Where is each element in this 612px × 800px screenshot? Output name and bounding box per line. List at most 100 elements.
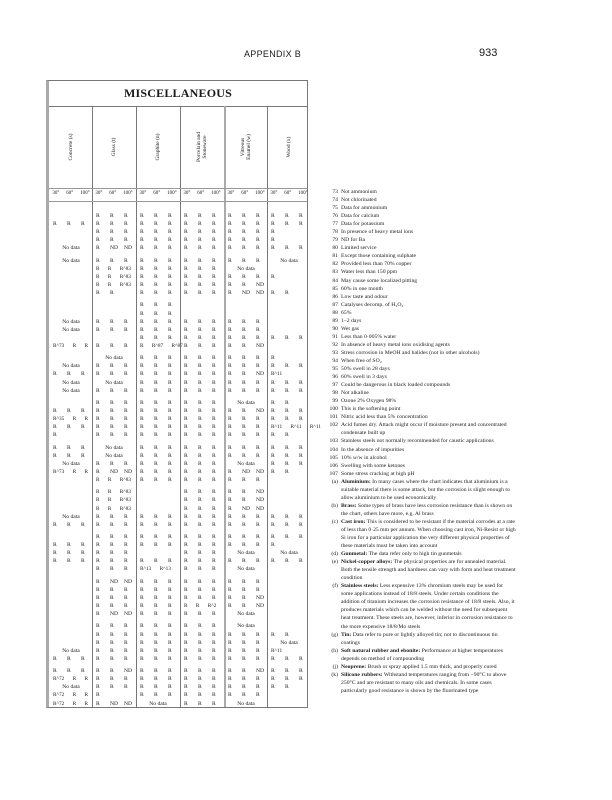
- rating-value: R: [96, 363, 100, 370]
- rating-value: R: [154, 460, 158, 467]
- footnote-number: 78: [332, 229, 338, 236]
- rating-value: R: [184, 355, 188, 362]
- rating-value: R: [285, 432, 289, 439]
- rating-value: R: [198, 424, 202, 431]
- rating-cell: [267, 505, 311, 513]
- rating-value: R: [168, 265, 172, 272]
- rating-cell: No data: [49, 460, 93, 468]
- rating-cell: R R R^83: [92, 505, 136, 513]
- footnote-number: 103: [329, 438, 338, 445]
- rating-value: R: [81, 371, 85, 378]
- rating-value: R: [285, 521, 289, 528]
- rating-value: R: [53, 542, 57, 549]
- rating-value: R: [228, 318, 232, 325]
- rating-value: R: [140, 586, 144, 593]
- rating-value: R: [124, 603, 128, 609]
- footnote-text: Less than 0·005% water: [341, 333, 397, 340]
- rating-value: R: [228, 355, 232, 362]
- rating-value: R: [96, 623, 100, 630]
- rating-value: R: [53, 371, 57, 378]
- rating-value: R: [81, 221, 85, 228]
- rating-value: R: [124, 566, 128, 573]
- rating-value: R: [96, 594, 100, 601]
- rating-value: R: [242, 489, 246, 496]
- rating-value: R: [228, 594, 232, 601]
- no-data-label: No data: [62, 387, 80, 394]
- rating-value: R: [184, 265, 188, 272]
- table-row: R R R^83 R R R R R R R R ND: [49, 281, 311, 289]
- rating-value: R: [110, 684, 114, 691]
- footnote-text: Wet gas: [341, 325, 360, 332]
- rating-value: R: [271, 513, 275, 520]
- rating-value: R: [228, 639, 232, 646]
- rating-value: ND: [256, 371, 265, 378]
- rating-value: R: [285, 334, 289, 341]
- rating-value: R: [53, 668, 57, 675]
- rating-value: R: [212, 408, 216, 414]
- rating-value: R: [154, 432, 158, 439]
- rating-value: R: [67, 521, 71, 528]
- rating-cell: [49, 289, 93, 297]
- rating-value: R: [256, 326, 260, 333]
- footnote-number: (e): [331, 559, 338, 566]
- rating-value: R: [285, 290, 289, 297]
- rating-value: R: [96, 318, 100, 325]
- rating-value: R: [256, 213, 260, 219]
- footnote: 73 Not ammonium: [326, 188, 516, 196]
- rating-value: R: [168, 355, 172, 362]
- rating-value: R: [271, 387, 275, 394]
- rating-value: R: [242, 355, 246, 362]
- rating-value: R: [242, 676, 246, 683]
- rating-value: R: [299, 668, 303, 675]
- footnote-number: (g): [331, 631, 338, 638]
- rating-value: R: [271, 534, 275, 540]
- rating-value: R: [124, 639, 128, 646]
- rating-value: ND: [256, 603, 265, 609]
- rating-value: R: [124, 371, 128, 378]
- rating-value: R: [198, 647, 202, 654]
- rating-value: R: [256, 692, 260, 699]
- rating-value: R: [198, 639, 202, 646]
- rating-value: R: [212, 237, 216, 244]
- rating-value: R: [168, 647, 172, 654]
- rating-value: R: [96, 213, 100, 219]
- footnote: 74 Not chlorinated: [326, 196, 516, 204]
- rating-value: R: [184, 566, 188, 573]
- rating-value: R: [110, 387, 114, 394]
- rating-value: ND: [256, 282, 265, 288]
- rating-value: R: [228, 326, 232, 333]
- rating-cell: [267, 610, 311, 618]
- rating-value: R: [168, 424, 172, 431]
- rating-value: R: [285, 676, 289, 683]
- no-data-label: No data: [237, 566, 255, 573]
- rating-value: R: [81, 558, 85, 565]
- rating-value: R: [212, 460, 216, 467]
- rating-values-with-footnote: R R R^83: [96, 497, 132, 504]
- table-row: R R R No data R R R R R R R R R R R R: [49, 452, 311, 460]
- rating-value: R: [168, 363, 172, 370]
